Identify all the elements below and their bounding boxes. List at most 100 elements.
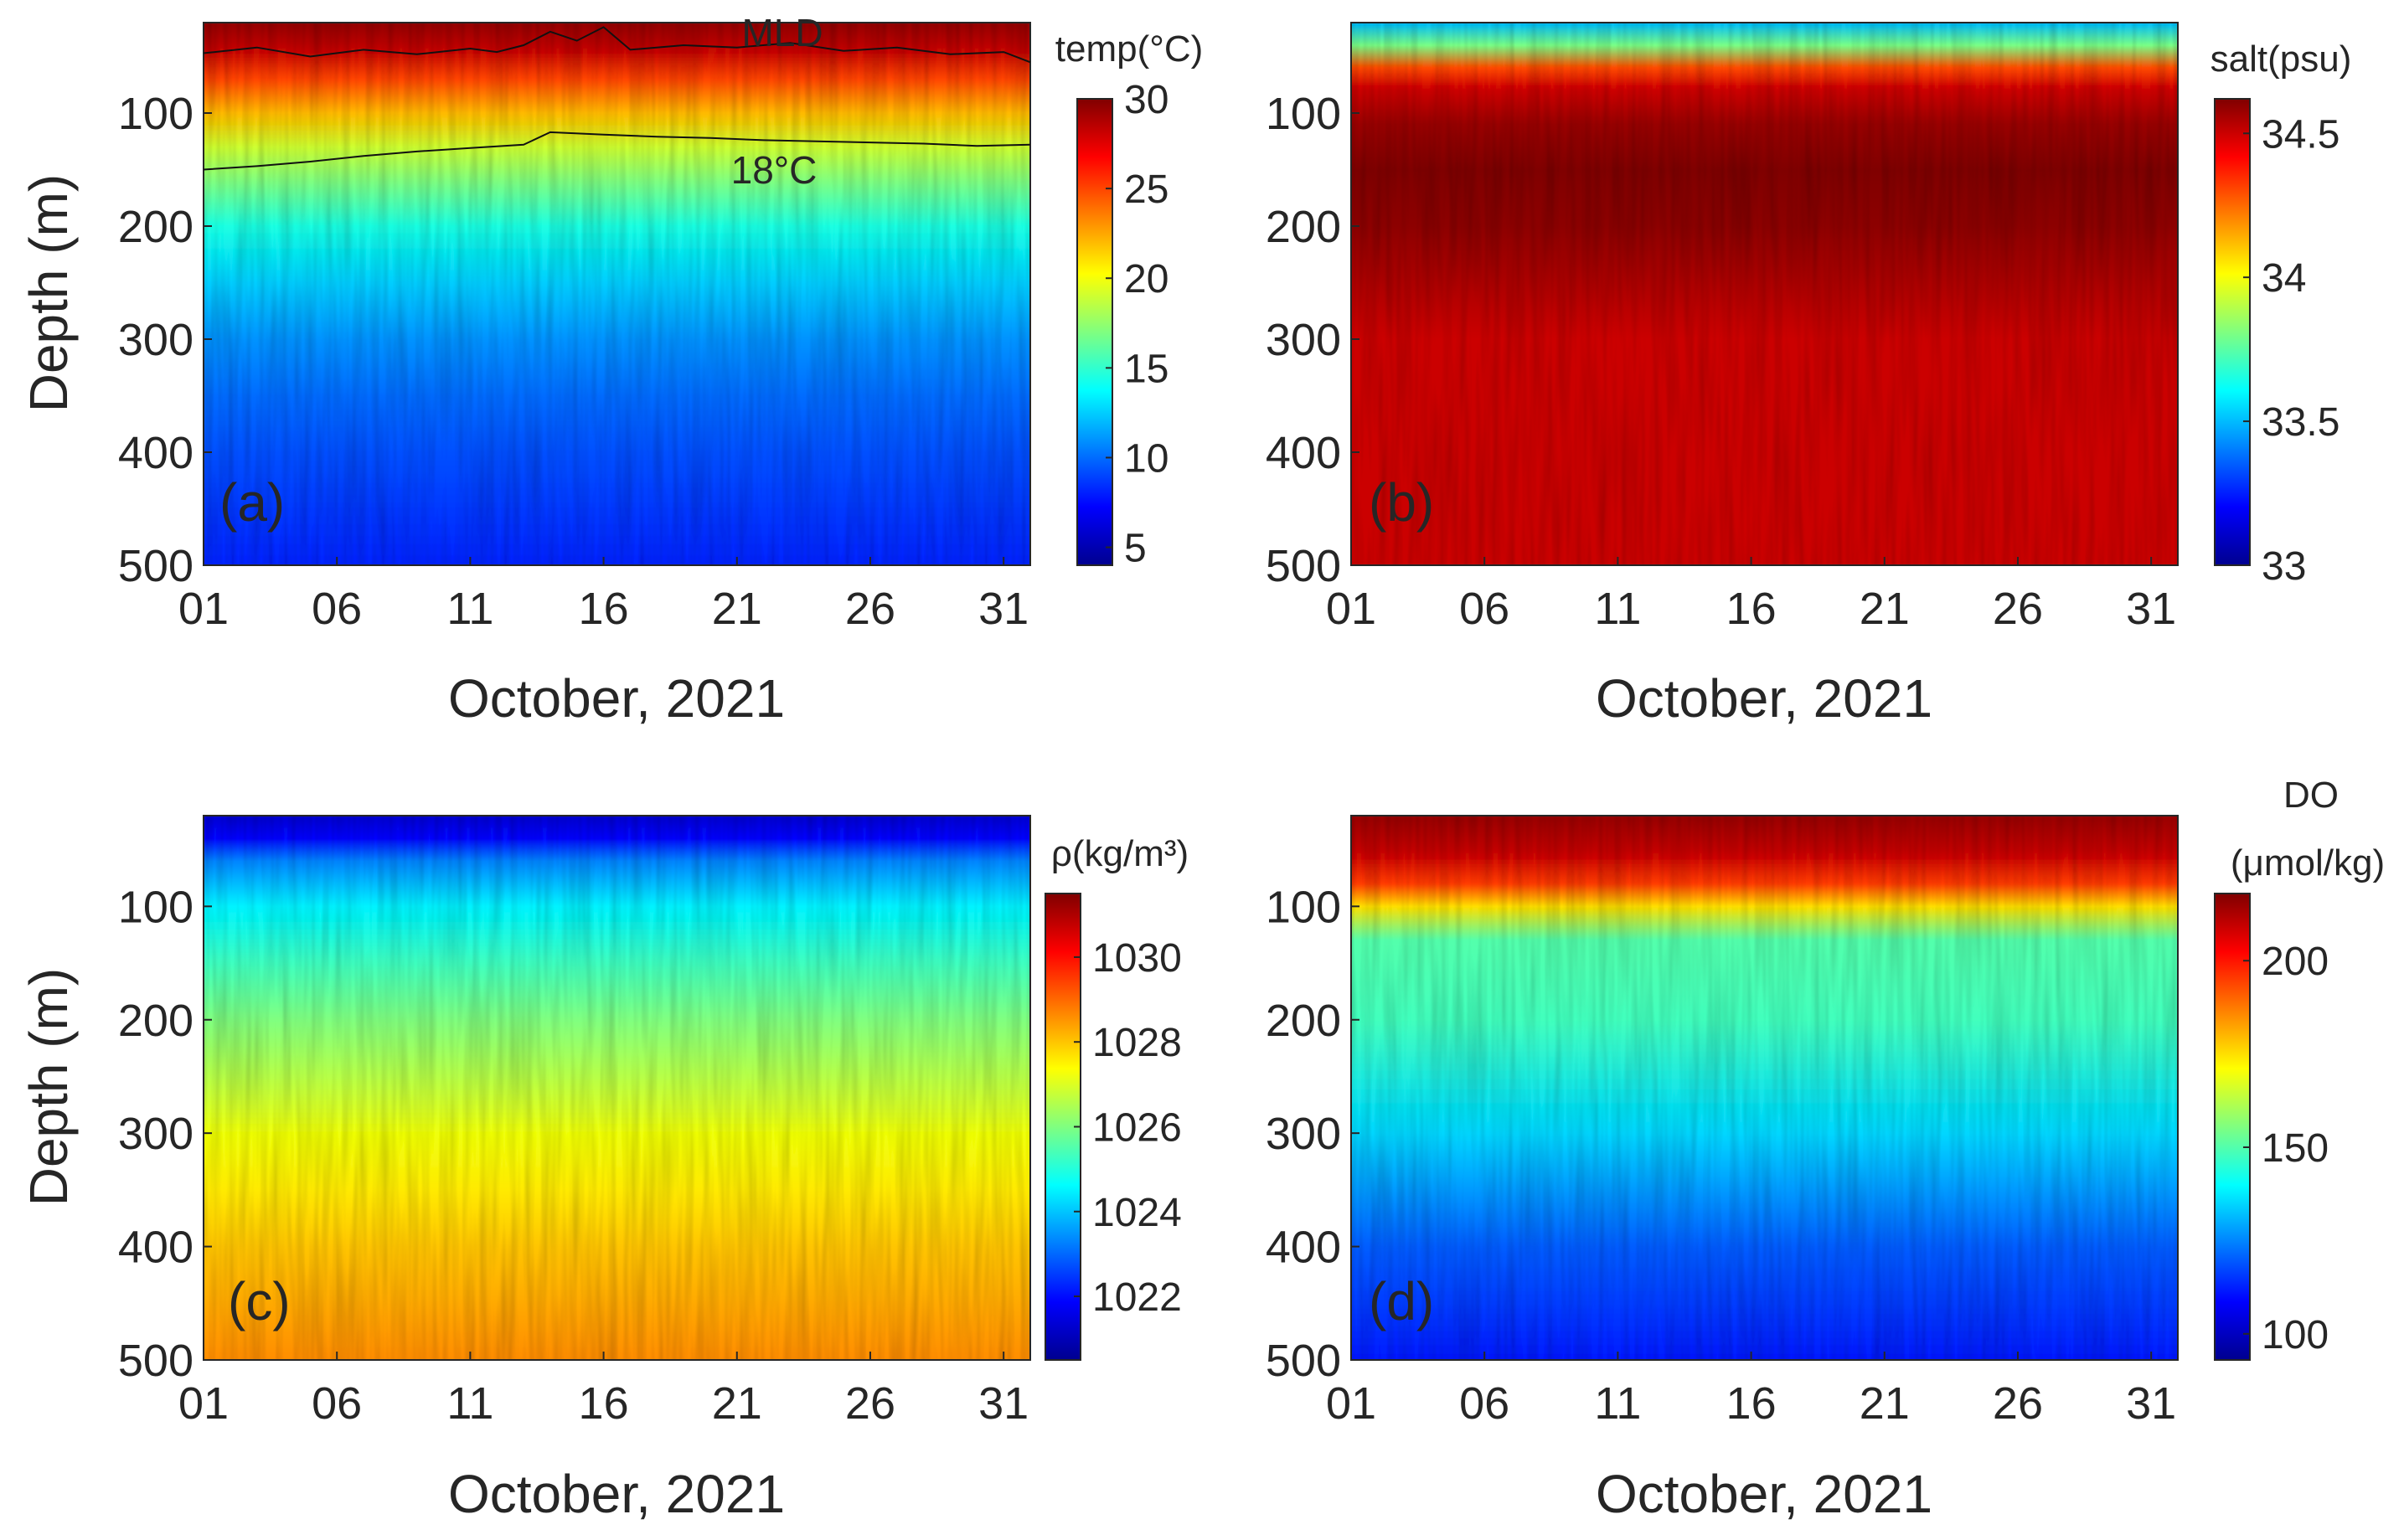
panel-a-colorbar-title: temp(°C) [1055, 28, 1204, 70]
y-tick-label: 400 [118, 428, 193, 478]
y-tick-label: 200 [1266, 996, 1341, 1046]
panel-d-colorbar-title-1: DO [2283, 775, 2339, 816]
panel-b-colorbar: 33 33.5 34 34.5 [2214, 98, 2340, 589]
x-tick-label: 16 [579, 1378, 629, 1429]
y-tick-label: 200 [118, 202, 193, 252]
x-tick-label: 21 [712, 584, 762, 634]
panel-b: (b) 01 06 11 16 21 26 31 100 200 300 400 500 Octob… [1266, 22, 2352, 729]
panel-b-heatmap [1351, 23, 2178, 565]
panel-d-xticks: 01 06 11 16 21 26 31 [1326, 1352, 2176, 1429]
colorbar-tick-label: 5 [1124, 527, 1147, 571]
panel-c-frame [203, 815, 1031, 1361]
colorbar-tick-label: 15 [1124, 347, 1168, 391]
x-tick-label: 06 [1459, 584, 1509, 634]
y-tick-label: 100 [1266, 89, 1341, 139]
contour-line [203, 26, 1031, 64]
colorbar-tick-label: 1030 [1092, 936, 1182, 981]
colorbar-gradient [2214, 893, 2251, 1361]
panel-c-heatmap [204, 816, 1030, 1360]
colorbar-gradient [1076, 98, 1113, 566]
y-tick-label: 300 [1266, 1109, 1341, 1159]
panel-b-colorbar-title: salt(psu) [2211, 39, 2352, 80]
panel-a-contours [203, 26, 1031, 171]
panel-b-xticks: 01 06 11 16 21 26 31 [1326, 557, 2176, 634]
panel-a-18c-label: 18°C [731, 148, 818, 192]
contour-line [203, 131, 1031, 171]
y-tick-label: 300 [118, 315, 193, 365]
x-tick-label: 26 [845, 1378, 895, 1429]
panel-a-ylabel: Depth (m) [18, 174, 79, 413]
panel-d: (d) 01 06 11 16 21 26 31 100 200 300 400 500 Octob… [1266, 775, 2385, 1524]
y-tick-label: 500 [1266, 1336, 1341, 1386]
panel-d-yticks: 100 200 300 400 500 [1266, 882, 1359, 1386]
y-tick-label: 500 [118, 541, 193, 591]
panel-a-colorbar: 5 10 15 20 25 30 [1076, 78, 1168, 571]
y-tick-label: 400 [118, 1223, 193, 1273]
x-tick-label: 16 [1726, 1378, 1777, 1429]
panel-a-heatmap [204, 23, 1030, 565]
x-tick-label: 16 [579, 584, 629, 634]
panel-a-xticks: 01 06 11 16 21 26 31 [178, 557, 1029, 634]
panel-d-heatmap [1351, 816, 2178, 1360]
panel-c-ylabel: Depth (m) [18, 968, 79, 1207]
colorbar-tick-label: 34 [2262, 256, 2306, 301]
panel-b-frame [1350, 22, 2179, 566]
x-tick-label: 11 [446, 1378, 493, 1429]
colorbar-tick-label: 25 [1124, 167, 1168, 212]
x-tick-label: 01 [178, 584, 229, 634]
panel-c-label: (c) [228, 1271, 291, 1331]
y-tick-label: 100 [1266, 882, 1341, 932]
panel-c-colorbar-title: ρ(kg/m³) [1051, 833, 1189, 874]
heatmap-field [204, 816, 1030, 1360]
panel-d-colorbar: 100 150 200 [2214, 893, 2329, 1361]
y-tick-label: 400 [1266, 428, 1341, 478]
colorbar-tick-label: 1022 [1092, 1275, 1182, 1320]
x-tick-label: 31 [2126, 1378, 2176, 1429]
y-tick-label: 200 [1266, 202, 1341, 252]
y-tick-label: 100 [118, 89, 193, 139]
x-tick-label: 11 [1594, 584, 1641, 634]
x-tick-label: 01 [1326, 584, 1376, 634]
panel-a-xlabel: October, 2021 [448, 668, 785, 729]
panel-a: MLD 18°C (a) 01 06 11 16 21 26 31 100 200 300 400… [18, 11, 1203, 729]
x-tick-label: 26 [845, 584, 895, 634]
colorbar-tick-label: 34.5 [2262, 112, 2340, 157]
colorbar-tick-label: 10 [1124, 436, 1168, 481]
panel-b-xlabel: October, 2021 [1596, 668, 1932, 729]
y-tick-label: 200 [118, 996, 193, 1046]
colorbar-tick-label: 20 [1124, 257, 1168, 301]
x-tick-label: 31 [978, 1378, 1029, 1429]
y-tick-label: 300 [118, 1109, 193, 1159]
panel-c-xlabel: October, 2021 [448, 1464, 785, 1524]
y-tick-label: 500 [1266, 541, 1341, 591]
y-tick-label: 400 [1266, 1223, 1341, 1273]
heatmap-field [1351, 23, 2178, 565]
colorbar-tick-label: 33 [2262, 544, 2306, 589]
x-tick-label: 06 [1459, 1378, 1509, 1429]
colorbar-gradient [2214, 98, 2251, 566]
panel-b-yticks: 100 200 300 400 500 [1266, 89, 1359, 591]
x-tick-label: 06 [312, 1378, 362, 1429]
colorbar-tick-label: 150 [2262, 1126, 2329, 1171]
x-tick-label: 21 [1860, 584, 1910, 634]
x-tick-label: 01 [178, 1378, 229, 1429]
x-tick-label: 31 [978, 584, 1029, 634]
heatmap-field [204, 23, 1030, 565]
x-tick-label: 21 [1860, 1378, 1910, 1429]
panel-c-yticks: 100 200 300 400 500 [118, 882, 212, 1386]
x-tick-label: 11 [1594, 1378, 1641, 1429]
y-tick-label: 300 [1266, 315, 1341, 365]
panel-d-label: (d) [1369, 1271, 1434, 1331]
panel-d-frame [1350, 815, 2179, 1361]
panel-d-xlabel: October, 2021 [1596, 1464, 1932, 1524]
panel-a-frame [203, 22, 1031, 566]
panel-a-yticks: 100 200 300 400 500 [118, 89, 212, 591]
panel-c-colorbar: 1022 1024 1026 1028 1030 [1045, 893, 1182, 1361]
panel-a-label: (a) [219, 472, 285, 533]
colorbar-tick-label: 1026 [1092, 1106, 1182, 1151]
x-tick-label: 31 [2126, 584, 2176, 634]
colorbar-tick-label: 200 [2262, 940, 2329, 984]
panel-d-colorbar-title-2: (μmol/kg) [2231, 842, 2385, 883]
colorbar-tick-label: 33.5 [2262, 400, 2340, 445]
x-tick-label: 21 [712, 1378, 762, 1429]
